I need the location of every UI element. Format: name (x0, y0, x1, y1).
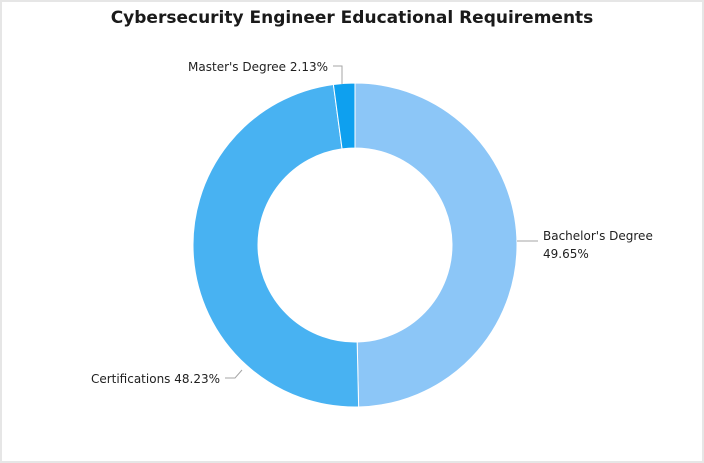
data-label-bachelors-degree: Bachelor's Degree 49.65% (543, 229, 657, 261)
leader-line-masters-degree (333, 65, 343, 84)
donut-slice-master-s-degree (332, 82, 356, 150)
data-label-masters-degree: Master's Degree 2.13% (188, 60, 328, 74)
leader-line-certifications (225, 369, 243, 379)
data-label-bachelors-name: Bachelor's Degree (543, 229, 653, 243)
chart-title: Cybersecurity Engineer Educational Requi… (110, 8, 594, 28)
donut-slice-bachelor-s-degree (354, 82, 518, 408)
data-label-certifications: Certifications 48.23% (91, 372, 220, 386)
data-label-bachelors-value: 49.65% (543, 247, 589, 261)
donut-slice-certifications (192, 83, 360, 408)
